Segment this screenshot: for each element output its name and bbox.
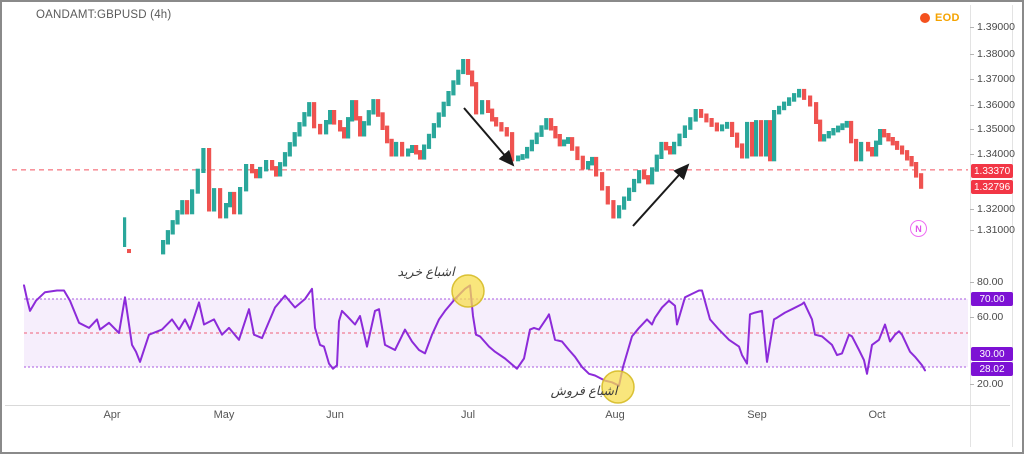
axis-tick-label: 60.00 [977, 311, 1004, 323]
time-tick-label: Jun [326, 409, 344, 421]
trend-arrow-down [463, 107, 515, 167]
time-tick-label: Jul [460, 409, 476, 421]
axis-tick-label: 1.32000 [977, 203, 1015, 215]
axis-tick-label: 1.34000 [977, 148, 1015, 160]
annotation-oversold: اشباع فروش [550, 384, 618, 398]
price-scale-separator [970, 5, 971, 447]
axis-tick-mark [970, 129, 974, 130]
eod-dot-icon [920, 13, 930, 23]
axis-tick-mark [970, 27, 974, 28]
axis-tick-mark [970, 79, 974, 80]
time-tick-label: May [213, 409, 235, 421]
axis-tick-mark [970, 154, 974, 155]
rsi-line [23, 284, 926, 387]
time-tick-label: Sep [747, 409, 767, 421]
rsi-badge: 70.00 [971, 292, 1013, 306]
axis-tick-label: 1.39000 [977, 21, 1015, 33]
symbol-title[interactable]: OANDAMT:GBPUSD (4h) [36, 9, 172, 21]
news-icon[interactable]: N [910, 220, 927, 237]
price-badge: 1.33370 [971, 164, 1014, 178]
axis-tick-label: 1.38000 [977, 48, 1015, 60]
axis-tick-mark [970, 54, 974, 55]
annotation-overbought: اشباع خرید [397, 265, 455, 279]
axis-tick-label: 20.00 [977, 378, 1004, 390]
price-scale[interactable]: 1.39000 1.38000 1.37000 1.36000 1.35000 1.340… [970, 2, 1022, 452]
axis-tick-mark [970, 230, 974, 231]
axis-tick-mark [970, 105, 974, 106]
highlight-circle [451, 274, 485, 308]
highlight-circle [601, 370, 635, 404]
eod-label: EOD [935, 12, 960, 24]
price-badge: 1.32796 [971, 180, 1014, 194]
axis-tick-mark [970, 209, 974, 210]
trend-arrow-up [632, 163, 690, 227]
axis-tick-mark [970, 384, 974, 385]
axis-tick-label: 1.35000 [977, 123, 1015, 135]
axis-tick-label: 80.00 [977, 276, 1004, 288]
rsi-badge: 30.00 [971, 347, 1013, 361]
time-tick-label: Aug [605, 409, 625, 421]
eod-status: EOD [920, 12, 960, 24]
time-tick-label: Apr [103, 409, 121, 421]
axis-tick-mark [970, 317, 974, 318]
axis-tick-label: 1.31000 [977, 224, 1015, 236]
rsi-band [24, 298, 968, 368]
time-axis-line [5, 405, 1010, 406]
renko-bricks [123, 59, 924, 255]
right-edge-line [1012, 5, 1013, 447]
axis-tick-label: 1.36000 [977, 99, 1015, 111]
rsi-badge: 28.02 [971, 362, 1013, 376]
axis-tick-mark [970, 282, 974, 283]
axis-tick-label: 1.37000 [977, 73, 1015, 85]
time-tick-label: Oct [868, 409, 886, 421]
